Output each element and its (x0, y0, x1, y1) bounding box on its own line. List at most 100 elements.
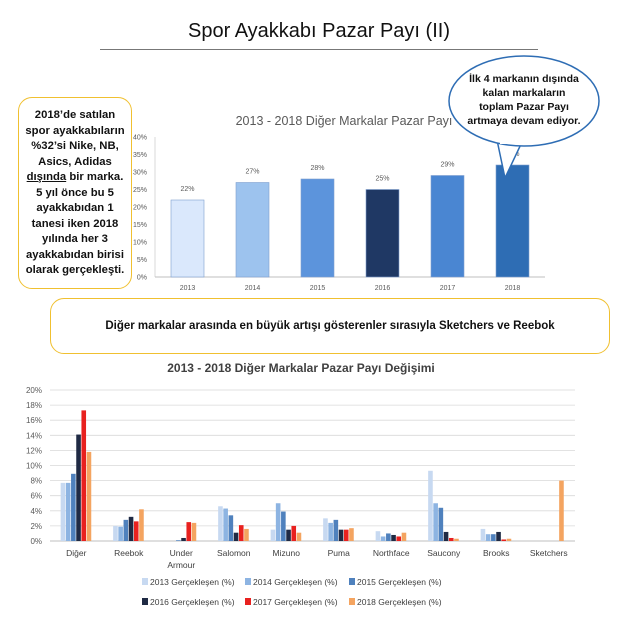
chart1-y-tick-label: 0% (137, 275, 147, 282)
chart2-bar (296, 532, 302, 541)
chart2-y-tick-label: 14% (26, 431, 42, 440)
left-note-line: 5 yıl önce bu 5 (36, 186, 114, 199)
chart2-bar (238, 525, 244, 541)
chart2-bar (291, 525, 297, 541)
chart2-bar (270, 529, 276, 541)
chart2-bar (176, 540, 181, 541)
chart1-y-tick-label: 20% (133, 205, 147, 212)
chart2-bar (281, 511, 286, 541)
chart2-bar (386, 533, 391, 541)
wide-note-box: Diğer markalar arasında en büyük artışı … (50, 298, 610, 354)
callout-line: toplam Pazar Payı (479, 101, 569, 113)
chart1-data-label: 27% (245, 169, 259, 176)
chart2-bar (286, 529, 291, 541)
left-note-underlined: dışında (26, 171, 67, 183)
chart2-y-tick-label: 2% (30, 522, 42, 531)
chart2-x-tick-label: Under (170, 548, 193, 558)
chart2-bar (71, 473, 76, 541)
chart2-bar (506, 538, 512, 541)
chart2-bar (228, 515, 234, 541)
chart1-bar (170, 199, 205, 278)
chart2-bar (380, 536, 386, 541)
chart1-x-tick-label: 2013 (180, 285, 196, 292)
chart2-x-tick-label: Northface (373, 548, 410, 558)
chart2-bar (333, 519, 339, 541)
left-note-line: tanesi iken 2018 (31, 217, 119, 230)
chart2-bar (501, 539, 507, 541)
chart1-y-tick-label: 15% (133, 222, 147, 229)
chart1-x-tick-label: 2016 (375, 285, 391, 292)
chart1-bar (430, 175, 465, 278)
left-note-line: %32’si Nike, NB, (31, 140, 119, 152)
chart2-y-tick-label: 6% (30, 492, 42, 501)
chart1-data-label: 29% (440, 162, 454, 169)
left-note-line: 2018’de satılan (34, 109, 116, 121)
chart2-y-tick-label: 0% (30, 537, 42, 546)
chart2-bar (123, 519, 129, 541)
left-note-line: yılında her 3 (42, 233, 108, 245)
callout-line: İlk 4 markanın dışında (469, 72, 579, 85)
chart1-x-tick-label: 2018 (505, 285, 521, 292)
chart2-bar (233, 532, 239, 541)
chart2-bar (496, 531, 501, 541)
chart2-legend-label: 2015 Gerçekleşen (%) (357, 577, 442, 587)
chart2-bar (428, 470, 433, 541)
chart2-x-tick-label: Armour (167, 560, 195, 570)
chart2-bar (491, 534, 496, 541)
chart2-bar (559, 480, 564, 541)
chart2-x-tick-label: Reebok (114, 548, 144, 558)
chart2-bar (60, 482, 66, 541)
chart2-bar (81, 410, 87, 541)
chart2-legend-label: 2014 Gerçekleşen (%) (253, 577, 338, 587)
chart2-y-tick-label: 12% (26, 446, 42, 455)
chart2-bar (139, 509, 144, 541)
chart2-bar (223, 508, 228, 541)
chart1-y-tick-label: 30% (133, 170, 147, 177)
chart2-x-tick-label: Sketchers (530, 548, 568, 558)
chart2-y-tick-label: 4% (30, 507, 42, 516)
chart2-x-tick-label: Diğer (66, 548, 86, 558)
chart2-bar (118, 526, 123, 541)
page-title: Spor Ayakkabı Pazar Payı (II) (188, 20, 450, 42)
chart2-bar (343, 529, 349, 541)
left-note-box: 2018’de satılan spor ayakkabıların %32’s… (18, 97, 132, 289)
left-note-line: ayakkabıdan 1 (36, 202, 114, 214)
chart2-bar (338, 529, 344, 541)
chart2-x-tick-label: Salomon (217, 548, 251, 558)
chart2-bar (349, 528, 354, 541)
chart2-title: 2013 - 2018 Diğer Markalar Pazar Payı De… (167, 361, 435, 375)
chart1-y-tick-label: 40% (133, 135, 147, 142)
chart1-bar (365, 189, 400, 278)
chart2-y-tick-label: 16% (26, 416, 42, 425)
chart1-data-label: 28% (310, 165, 324, 172)
chart2-bar (448, 537, 454, 541)
chart2-bar (391, 534, 396, 541)
chart2-x-tick-label: Mizuno (273, 548, 301, 558)
chart2-bar (191, 522, 197, 541)
chart1-x-tick-label: 2014 (245, 285, 261, 292)
chart2-bar (328, 522, 333, 541)
left-note-line: dışında bir marka. (23, 170, 127, 186)
chart2-legend-label: 2017 Gerçekleşen (%) (253, 597, 338, 607)
chart2-y-tick-label: 10% (26, 462, 42, 471)
chart2-bar (113, 525, 118, 541)
chart1-y-tick-label: 25% (133, 187, 147, 194)
callout-bubble (448, 55, 600, 147)
chart1-y-tick-label: 10% (133, 240, 147, 247)
callout-seam-cover (500, 134, 524, 144)
chart2-bar (438, 507, 444, 541)
chart2-bar (275, 503, 281, 541)
chart2-bar (65, 482, 71, 541)
chart2-legend-label: 2013 Gerçekleşen (%) (150, 577, 235, 587)
chart1-data-label: 25% (375, 176, 389, 183)
chart2-bar (485, 534, 491, 541)
callout-line: kalan markaların (483, 87, 566, 99)
chart2-x-tick-label: Saucony (427, 548, 461, 558)
chart2-legend-swatch (245, 598, 251, 605)
chart2-bar (181, 537, 186, 541)
chart2-y-tick-label: 20% (26, 386, 42, 395)
chart1-bar (235, 182, 270, 278)
chart2-bar (76, 434, 81, 541)
wide-note-text: Diğer markalar arasında en büyük artışı … (105, 320, 555, 332)
